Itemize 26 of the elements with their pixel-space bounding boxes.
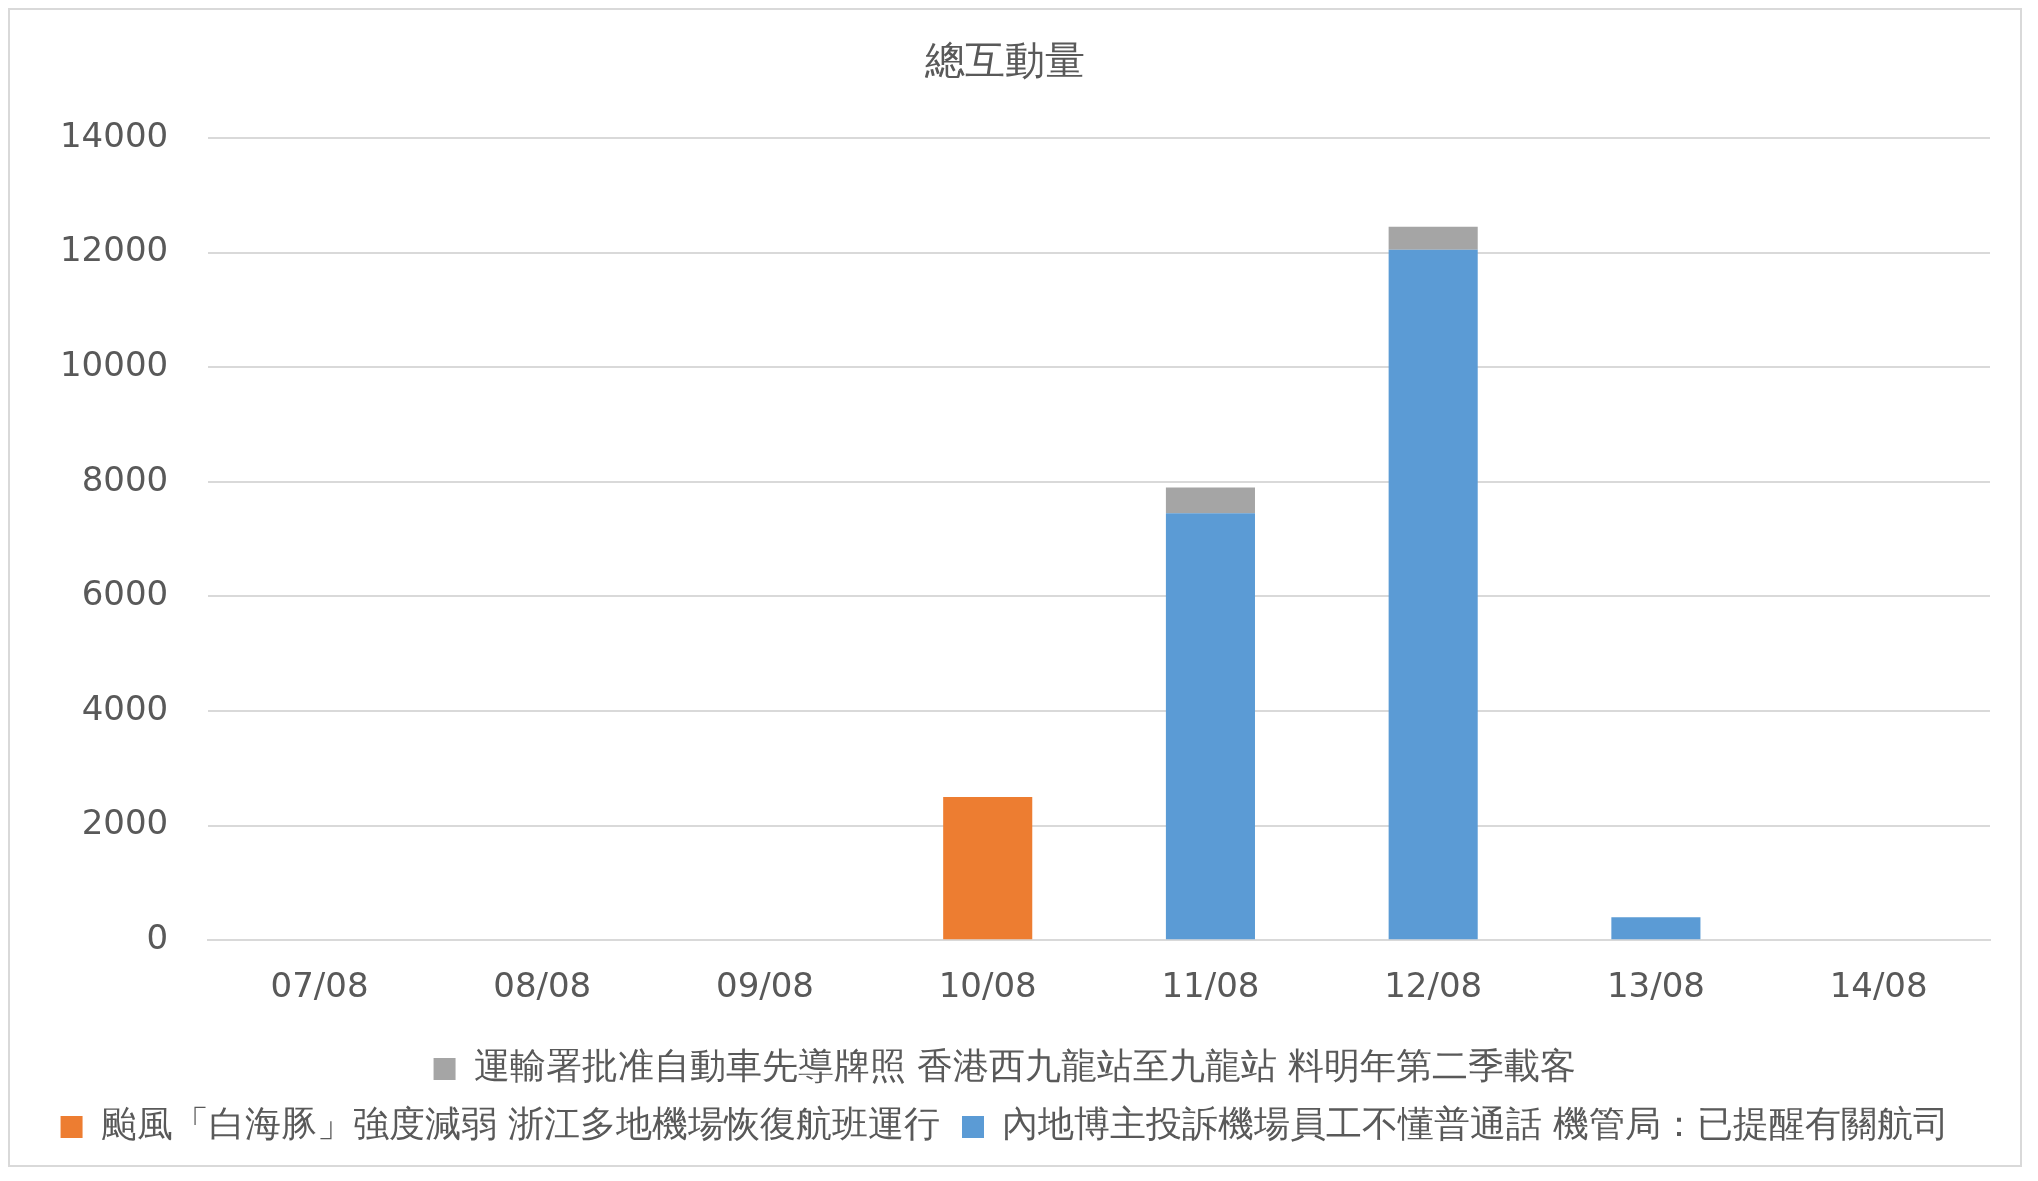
chart-title: 總互動量 — [924, 37, 1085, 84]
y-tick-label: 6000 — [81, 573, 169, 614]
legend-label: 內地博主投訴機場員工不懂普通話 機管局：已提醒有關航司 — [1002, 1103, 1950, 1145]
y-tick-label: 0 — [146, 917, 169, 958]
bar — [1388, 249, 1478, 940]
bar — [943, 796, 1033, 940]
y-tick-label: 4000 — [81, 687, 169, 728]
x-tick-label: 11/08 — [1161, 965, 1260, 1006]
bar — [1388, 226, 1478, 250]
bar — [1165, 513, 1255, 940]
x-tick-label: 12/08 — [1384, 965, 1483, 1006]
legend-label: 颱風「白海豚」強度減弱 浙江多地機場恢復航班運行 — [100, 1103, 941, 1145]
x-tick-label: 10/08 — [938, 965, 1037, 1006]
bar — [1611, 917, 1701, 940]
y-tick-label: 2000 — [81, 802, 169, 843]
bar — [1165, 487, 1255, 514]
y-tick-label: 8000 — [81, 458, 169, 499]
x-tick-label: 07/08 — [270, 965, 369, 1006]
y-tick-label: 10000 — [59, 344, 169, 385]
y-tick-label: 14000 — [59, 114, 169, 155]
y-tick-label: 12000 — [59, 229, 169, 270]
legend-label: 運輸署批准自動車先導牌照 香港西九龍站至九龍站 料明年第二季載客 — [473, 1045, 1577, 1087]
x-tick-label: 08/08 — [493, 965, 592, 1006]
x-tick-label: 09/08 — [715, 965, 814, 1006]
x-tick-label: 13/08 — [1606, 965, 1705, 1006]
x-tick-label: 14/08 — [1829, 965, 1928, 1006]
